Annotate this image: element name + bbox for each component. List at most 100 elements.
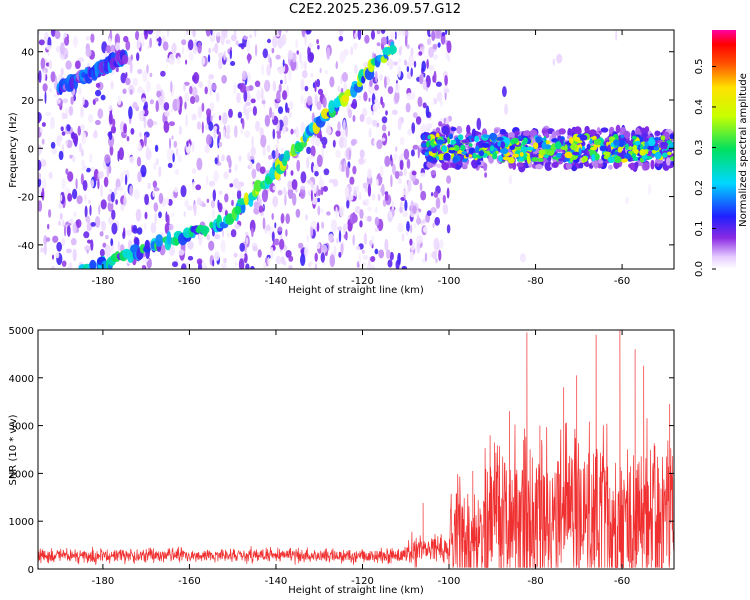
heat-blob — [117, 150, 120, 162]
heat-blob — [245, 237, 249, 245]
heat-blob — [339, 205, 345, 218]
heat-blob — [400, 45, 403, 51]
heat-blob — [52, 254, 54, 260]
heat-blob — [93, 129, 98, 139]
heat-blob — [407, 179, 412, 192]
heat-blob — [498, 155, 503, 162]
heat-blob — [223, 257, 227, 264]
heat-blob — [164, 223, 169, 234]
heat-blob — [282, 90, 288, 101]
heat-blob — [280, 147, 285, 152]
heat-blob — [284, 73, 287, 86]
heat-blob — [140, 164, 147, 178]
heat-blob — [97, 179, 100, 190]
heat-blob — [541, 137, 547, 141]
heat-blob — [76, 219, 82, 228]
heat-blob — [115, 67, 119, 73]
heat-blob — [350, 139, 356, 147]
snr-frame — [37, 329, 675, 570]
heat-blob — [192, 181, 195, 191]
heat-blob — [132, 224, 138, 232]
heat-blob — [75, 178, 78, 190]
heat-blob — [244, 242, 247, 254]
heat-blob — [461, 151, 468, 155]
heat-blob — [404, 59, 407, 66]
heat-blob — [43, 235, 48, 246]
heat-blob — [206, 175, 209, 186]
heat-blob — [543, 154, 550, 159]
heat-blob — [80, 148, 84, 157]
heat-blob — [44, 276, 51, 288]
heat-blob — [316, 154, 323, 168]
heat-blob — [419, 43, 424, 48]
heat-blob — [141, 97, 147, 103]
heat-blob — [406, 92, 413, 101]
heat-blob — [110, 125, 117, 134]
heat-blob — [653, 137, 661, 141]
heat-blob — [422, 134, 426, 141]
heat-blob — [343, 48, 349, 56]
heat-blob — [137, 68, 143, 75]
heat-blob — [614, 155, 622, 164]
heat-blob — [589, 150, 597, 158]
heat-blob — [436, 156, 440, 160]
heat-blob — [218, 115, 222, 121]
heat-blob — [345, 165, 350, 179]
heat-blob — [243, 103, 248, 116]
heat-blob — [216, 32, 221, 37]
heat-blob — [70, 238, 77, 246]
x-tick-label: -100 — [438, 576, 461, 587]
heat-blob — [241, 118, 245, 130]
heat-blob — [289, 111, 292, 119]
heat-blob — [654, 151, 662, 160]
heat-blob — [180, 185, 187, 198]
heat-blob — [390, 154, 393, 162]
heat-blob — [260, 87, 264, 101]
heat-blob — [367, 168, 372, 179]
heat-blob — [511, 161, 517, 170]
heat-blob — [70, 218, 74, 225]
heat-blob — [439, 239, 444, 249]
heat-blob — [258, 205, 264, 213]
heat-blob — [149, 99, 154, 105]
heat-blob — [425, 105, 430, 118]
heat-blob — [306, 157, 310, 169]
heat-blob — [625, 143, 629, 150]
x-tick-label: -60 — [614, 276, 630, 287]
heat-blob — [271, 231, 275, 242]
heat-blob — [544, 161, 553, 172]
heat-blob — [581, 155, 588, 163]
heat-blob — [220, 239, 226, 252]
heat-blob — [158, 192, 164, 204]
heat-blob — [381, 183, 385, 197]
x-tick-label: -80 — [527, 276, 543, 287]
heat-blob — [100, 199, 107, 210]
heat-blob — [305, 214, 308, 221]
heat-blob — [168, 223, 174, 231]
heat-blob — [40, 57, 46, 70]
spectrogram-heatmap — [38, 30, 674, 288]
heat-blob — [341, 72, 348, 82]
heat-blob — [340, 243, 344, 255]
heat-blob — [257, 194, 261, 202]
heat-blob — [89, 153, 93, 163]
heat-blob — [152, 190, 155, 198]
heat-blob — [123, 170, 127, 175]
heat-blob — [225, 134, 231, 140]
heat-blob — [184, 200, 189, 208]
heat-blob — [149, 72, 153, 78]
snr-y-axis-label: SNR (10 * v/v) — [8, 414, 19, 485]
snr-x-axis-label: Height of straight line (km) — [288, 585, 424, 596]
heat-blob — [224, 193, 229, 203]
heat-blob — [359, 149, 365, 159]
heat-blob — [304, 85, 309, 92]
heat-blob — [402, 210, 408, 217]
heat-blob — [210, 115, 213, 122]
heat-blob — [60, 126, 64, 132]
heat-blob — [412, 91, 416, 100]
heat-blob — [365, 116, 373, 125]
heat-blob — [194, 39, 198, 51]
heat-blob — [274, 222, 277, 229]
heat-blob — [554, 141, 562, 150]
heat-blob — [337, 121, 341, 132]
